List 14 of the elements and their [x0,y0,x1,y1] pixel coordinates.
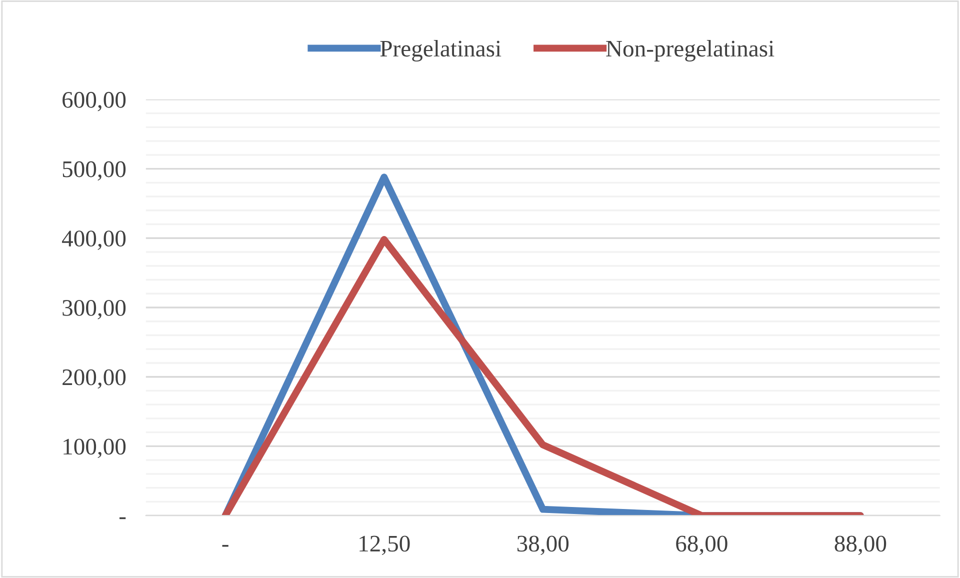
y-tick-label: 400,00 [62,230,126,250]
y-tick-label: 100,00 [64,438,126,458]
y-tick-label: 500,00 [62,161,126,181]
y-tick-label: 300,00 [62,300,126,320]
legend-label: Non-pregelatinasi [606,40,774,62]
x-tick-label: 68,00 [676,536,728,556]
legend-label: Pregelatinasi [380,40,502,62]
x-tick-label: 12,50 [360,536,410,556]
y-tick-label: 600,00 [62,92,126,112]
x-tick-label: 88,00 [834,536,886,556]
y-tick-label: 200,00 [62,369,126,389]
x-tick-label: - [222,544,228,547]
y-tick-label: - [119,517,126,520]
x-tick-label: 38,00 [517,536,569,556]
